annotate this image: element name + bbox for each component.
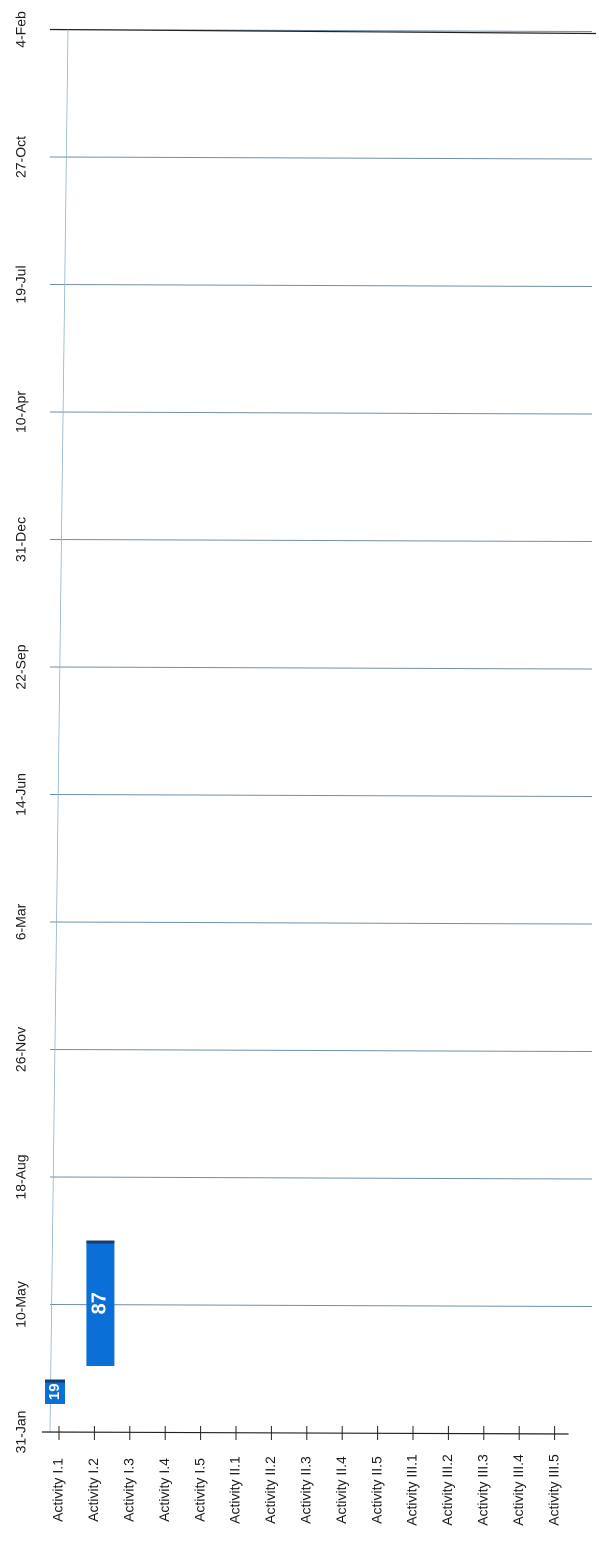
time-tick-label: 14-Jun <box>13 773 29 816</box>
category-label: Activity II.3 <box>298 1456 314 1524</box>
category-label: Activity I.3 <box>121 1458 137 1522</box>
time-tick-label: 27-Oct <box>13 136 29 178</box>
plot-top-border <box>49 28 597 35</box>
time-tick-label: 4-Feb <box>13 11 29 48</box>
category-label: Activity I.1 <box>50 1458 66 1522</box>
category-label: Activity II.5 <box>368 1456 384 1524</box>
category-label: Activity III.3 <box>475 1454 491 1526</box>
category-label: Activity I.2 <box>85 1458 101 1522</box>
category-label: Activity II.4 <box>333 1456 349 1524</box>
time-tick-label: 18-Aug <box>13 1154 29 1199</box>
category-axis <box>41 1431 569 1435</box>
gantt-bar <box>86 1240 115 1366</box>
gridlines <box>49 29 593 1307</box>
bar-value-label: 19 <box>46 1383 63 1400</box>
category-label: Activity I.5 <box>191 1458 207 1522</box>
category-label: Activity III.5 <box>545 1454 561 1526</box>
labels: 31-Jan 10-May 18-Aug 26-Nov 6-Mar 14-Jun 22-Se… <box>13 11 562 1526</box>
category-label: Activity II.2 <box>262 1456 278 1524</box>
time-tick-label: 22-Sep <box>13 644 29 689</box>
plot-left-edge <box>49 29 69 1433</box>
category-label: Activity II.1 <box>227 1456 243 1524</box>
gantt-bar-cap <box>86 1240 115 1244</box>
category-label: Activity III.1 <box>404 1454 420 1526</box>
time-tick-label: 6-Mar <box>13 903 29 940</box>
gridline <box>49 539 593 542</box>
time-tick-label: 19-Jul <box>13 265 29 303</box>
gridline <box>49 284 593 287</box>
category-label: Activity III.2 <box>439 1454 455 1526</box>
gridline <box>49 1049 593 1052</box>
bar-value-label: 87 <box>89 1292 111 1314</box>
gridline <box>49 794 593 797</box>
gridline <box>49 411 593 415</box>
category-label: Activity III.4 <box>510 1454 526 1526</box>
gridline <box>49 1176 593 1180</box>
time-tick-label: 10-May <box>13 1281 29 1328</box>
gantt-bar <box>45 1379 65 1404</box>
axes <box>41 28 597 1440</box>
gantt-bar-cap <box>45 1379 65 1383</box>
gridline <box>49 666 593 670</box>
time-tick-label: 10-Apr <box>13 391 29 433</box>
bars <box>45 1240 115 1404</box>
time-tick-label: 31-Jan <box>13 1411 29 1454</box>
time-tick-label: 31-Dec <box>13 517 29 562</box>
gridline <box>49 1304 593 1307</box>
time-tick-label: 26-Nov <box>13 1027 29 1072</box>
gridline <box>49 921 593 925</box>
gridline <box>49 156 593 160</box>
category-label: Activity I.4 <box>156 1458 172 1522</box>
